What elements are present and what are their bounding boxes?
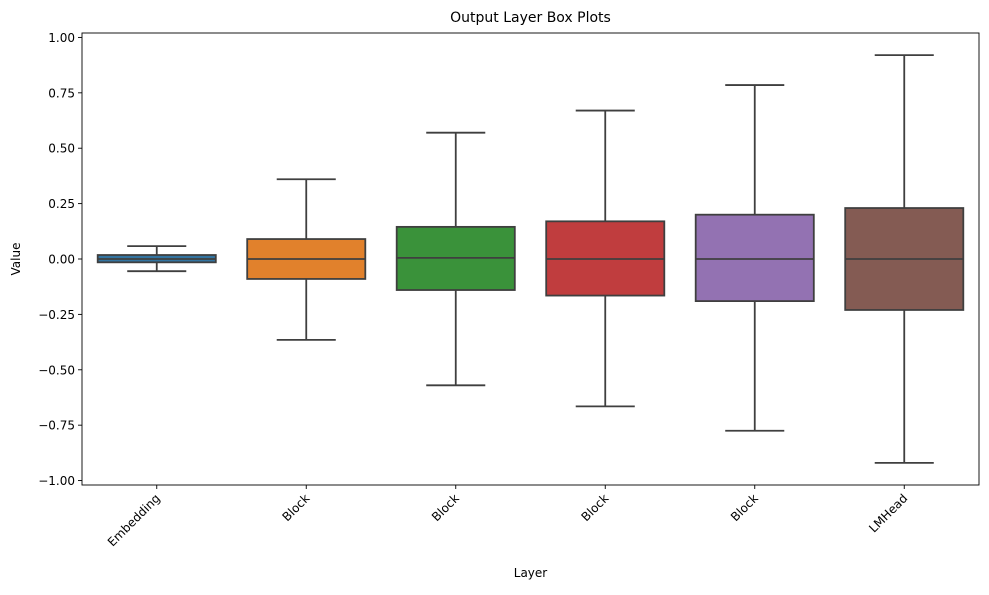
y-tick-label: −0.50 (38, 363, 75, 377)
plot-frame (81, 32, 980, 486)
box-iqr (694, 213, 815, 302)
y-tick-label: −1.00 (38, 474, 75, 488)
box-group (844, 54, 965, 464)
x-tick-label: Block (429, 491, 462, 524)
y-tick-label: 1.00 (48, 31, 75, 45)
y-tick-label: 0.50 (48, 142, 75, 156)
y-tick-label: 0.25 (48, 197, 75, 211)
x-tick-label: Embedding (105, 491, 163, 549)
box-group (246, 178, 367, 341)
x-tick-label: Block (728, 491, 761, 524)
box-group (545, 109, 666, 408)
y-tick-label: −0.25 (38, 308, 75, 322)
plot-area: −1.00 −0.75 −0.50 −0.25 0.00 0.25 0.50 0.75 1.00… (38, 31, 965, 549)
box-group (395, 131, 516, 387)
y-tick-label: 0.75 (48, 86, 75, 100)
box-group (694, 84, 815, 432)
y-axis-label: Value (9, 243, 23, 276)
box-group (96, 245, 217, 273)
chart-title: Output Layer Box Plots (450, 10, 611, 26)
y-tick-label: −0.75 (38, 419, 75, 433)
x-axis-label: Layer (514, 566, 548, 580)
x-tick-label: Block (280, 491, 313, 524)
x-tick-label: Block (579, 491, 612, 524)
x-tick-label: LMHead (866, 491, 910, 535)
y-tick-label: 0.00 (48, 253, 75, 267)
